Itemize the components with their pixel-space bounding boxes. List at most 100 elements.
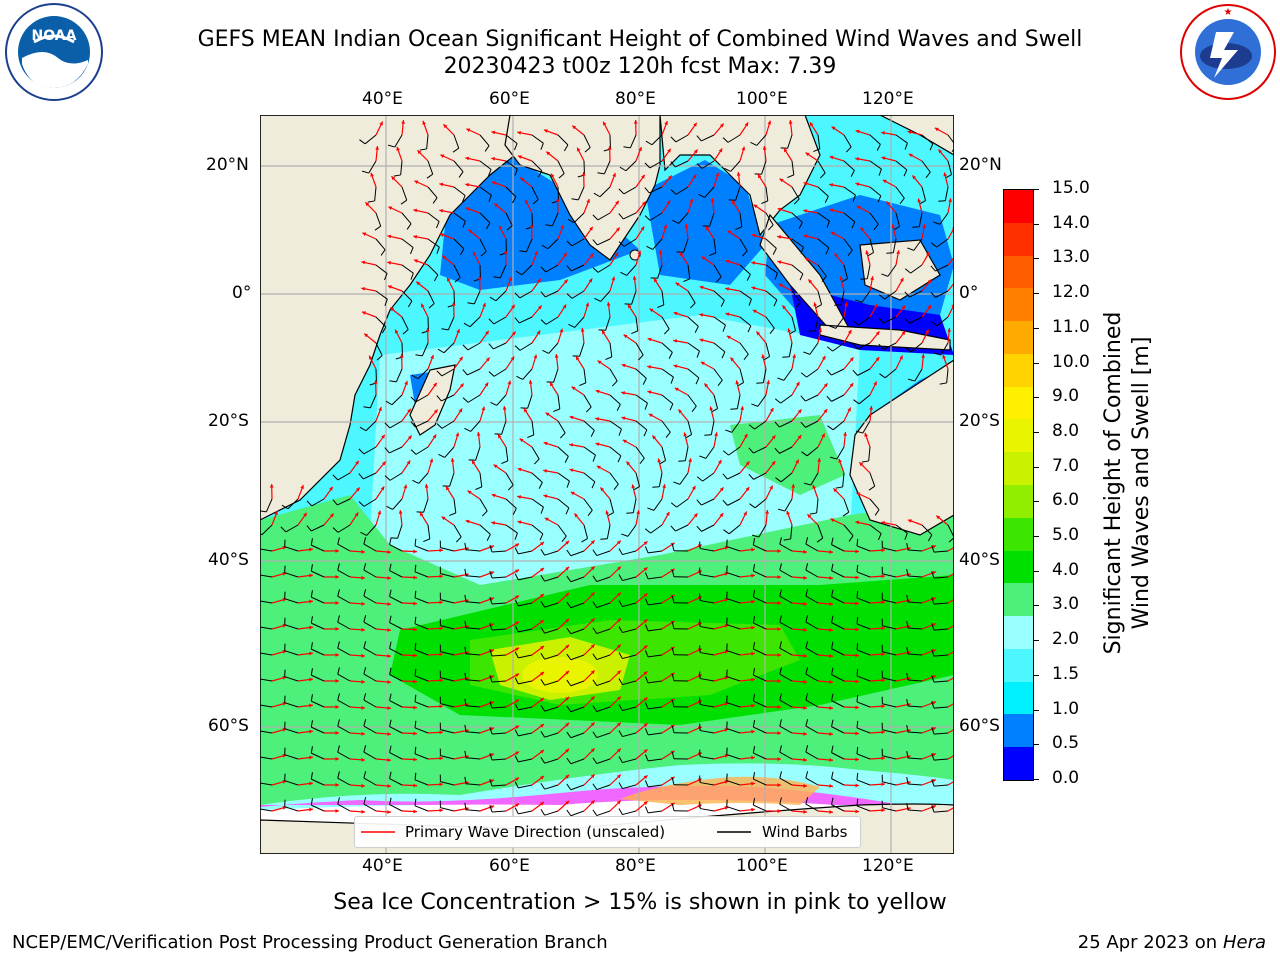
wave-direction-arrowhead: [769, 485, 773, 490]
wind-barb-flag: [752, 694, 756, 702]
wind-barb: [311, 648, 325, 656]
wind-barb: [401, 316, 409, 330]
wind-barb: [479, 524, 491, 535]
wind-barb: [531, 134, 544, 144]
wind-barb-flag: [876, 144, 881, 151]
wave-direction-arrowhead: [643, 801, 648, 806]
wave-direction-arrowhead: [643, 749, 648, 754]
wind-barb: [505, 212, 513, 226]
wind-barb-flag: [464, 427, 471, 432]
wind-barb-flag: [565, 507, 570, 515]
wind-barb-flag: [671, 569, 675, 577]
wind-barb: [910, 342, 923, 353]
wave-direction-arrowhead: [445, 486, 450, 491]
wind-barb-flag: [779, 797, 782, 805]
wind-barb: [423, 498, 429, 513]
colorbar-segment: [1004, 190, 1033, 224]
wind-barb-flag: [363, 667, 367, 675]
wave-direction-arrowhead: [549, 382, 554, 387]
colorbar-segment: [1004, 517, 1033, 552]
wave-direction-arrowhead: [590, 800, 595, 805]
wind-barb: [861, 290, 871, 303]
wave-direction-arrowhead: [657, 458, 662, 463]
wind-barb: [700, 730, 715, 734]
wind-barb-flag: [587, 509, 593, 517]
wind-barb: [700, 574, 715, 578]
wave-direction-arrowhead: [881, 704, 885, 709]
colorbar: [1003, 189, 1034, 781]
wind-barb-flag: [931, 805, 935, 813]
wave-direction-arrowhead: [569, 468, 574, 473]
wind-barb: [544, 680, 559, 686]
wave-direction-arrowhead: [439, 730, 443, 735]
wave-direction-arrowhead: [777, 783, 781, 787]
wind-barb: [908, 575, 923, 578]
wave-direction-arrow: [947, 546, 954, 552]
wave-direction-arrowhead: [465, 207, 470, 211]
wind-barb-flag: [874, 509, 880, 516]
wind-barb: [857, 342, 871, 350]
wave-direction-arrowhead: [875, 357, 880, 362]
wind-barb-flag: [709, 252, 716, 257]
wave-direction-arrowhead: [751, 261, 756, 265]
colorbar-tick-mark: [1033, 466, 1039, 468]
wind-barb-flag: [772, 248, 777, 255]
wave-direction-arrowhead: [864, 432, 868, 437]
wave-direction-arrowhead: [855, 705, 859, 710]
wave-direction-arrowhead: [921, 354, 926, 358]
wind-barb: [661, 420, 671, 433]
wind-barb-flag: [489, 675, 493, 683]
wave-direction-arrowhead: [745, 487, 750, 492]
wave-direction-arrowhead: [565, 566, 570, 571]
wind-barb: [622, 732, 637, 738]
wind-barb: [687, 316, 699, 327]
wave-direction-arrowhead: [803, 679, 807, 684]
wind-barb-flag: [426, 173, 434, 179]
wave-direction-arrowhead: [387, 680, 391, 684]
wave-direction-arrowhead: [517, 130, 522, 135]
wind-barb-flag: [376, 355, 383, 361]
wind-barb-flag: [480, 251, 487, 257]
wind-barb: [805, 751, 819, 760]
wind-barb-flag: [644, 528, 651, 534]
wind-barb-flag: [847, 249, 853, 257]
wave-direction-arrowhead: [699, 338, 704, 343]
wind-barb: [648, 576, 663, 580]
wind-barb: [648, 784, 663, 788]
wind-barb-flag: [931, 623, 935, 631]
wind-barb-flag: [821, 275, 827, 283]
wind-barb: [887, 264, 897, 277]
wave-direction-arrowhead: [714, 432, 718, 437]
wind-barb: [661, 290, 665, 305]
wind-barb: [701, 524, 715, 532]
wave-direction-arrowhead: [757, 174, 762, 179]
wind-barb: [908, 679, 923, 682]
wave-direction-arrowhead: [439, 233, 444, 237]
wind-barb-flag: [566, 679, 572, 687]
wind-barb: [440, 599, 455, 604]
wind-barb-flag: [384, 447, 390, 454]
wave-direction-arrowhead: [433, 382, 437, 387]
wind-barb: [648, 706, 663, 710]
wave-direction-arrowhead: [803, 601, 807, 606]
wind-barb-flag: [462, 195, 466, 203]
lon-label-top-40e: 40°E: [362, 89, 403, 109]
wind-barb-flag: [488, 318, 495, 325]
wave-direction-arrowhead: [821, 355, 826, 360]
wind-barb: [726, 598, 741, 604]
wave-direction-arrowhead: [491, 156, 496, 161]
wave-direction-arrowhead: [585, 302, 590, 307]
wave-direction-arrowhead: [886, 201, 891, 206]
wave-direction-arrow: [947, 624, 954, 630]
wind-barb-flag: [930, 291, 936, 298]
colorbar-tick-mark: [1033, 744, 1039, 746]
wind-barb: [908, 783, 923, 786]
wind-barb: [753, 700, 767, 708]
wind-barb-flag: [904, 532, 908, 540]
wave-direction-arrowhead: [309, 677, 313, 682]
wind-barb-flag: [410, 449, 417, 455]
wind-barb-flag: [540, 266, 547, 273]
wind-barb-flag: [437, 348, 445, 354]
wind-barb: [557, 446, 569, 457]
wind-barb: [805, 673, 819, 682]
